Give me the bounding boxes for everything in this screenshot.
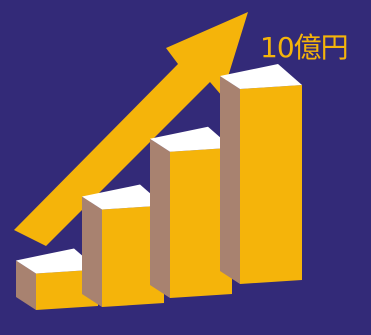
trend-arrow [14, 12, 248, 246]
bar-side-face [150, 138, 170, 298]
bar-side-face [220, 76, 240, 284]
bar-front-face [170, 147, 232, 298]
bar-2 [82, 184, 164, 307]
bar-top-face [82, 184, 164, 210]
bar-front-face [240, 85, 302, 284]
bar-top-face [220, 64, 302, 89]
bar-side-face [16, 260, 36, 310]
bar-side-face [82, 196, 102, 307]
bar-top-face [16, 248, 98, 274]
bar-4 [220, 64, 302, 284]
bar-top-face [150, 126, 232, 152]
bar-front-face [102, 205, 164, 307]
bar-3 [150, 126, 232, 298]
amount-label: 10億円 [260, 31, 349, 64]
